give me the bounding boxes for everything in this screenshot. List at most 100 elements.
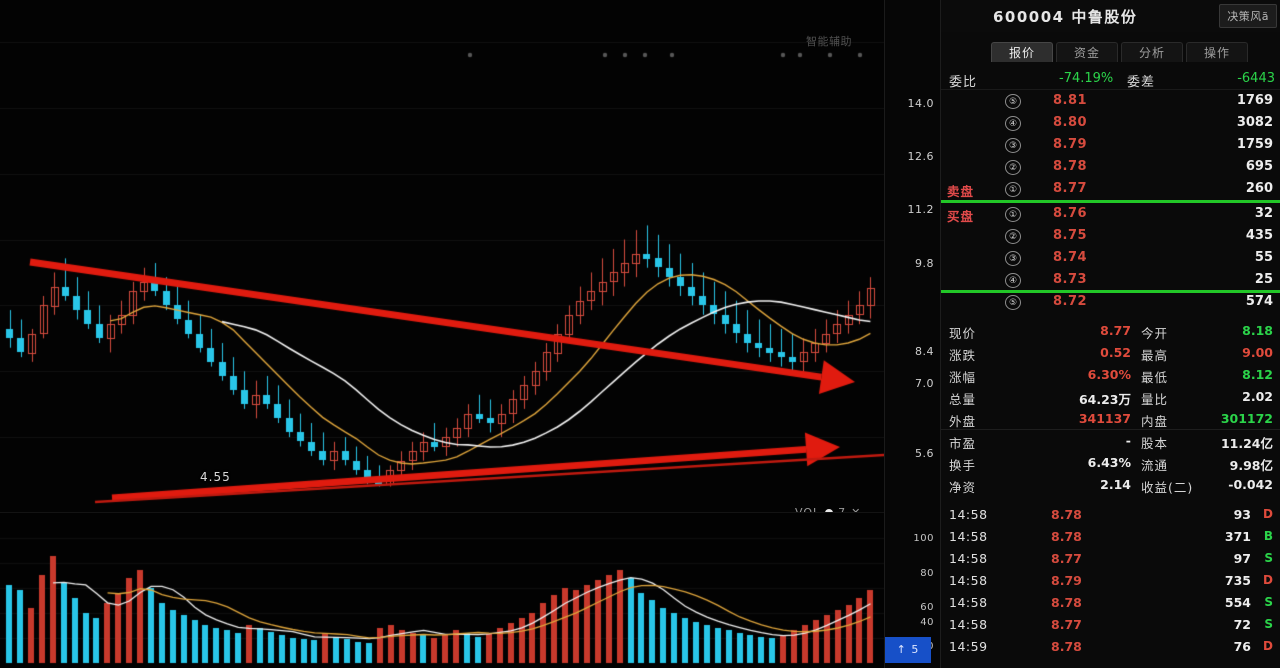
tick-volume: 554 [1224, 595, 1251, 610]
tab-0[interactable]: 报价 [991, 42, 1053, 62]
stat-right-value: -0.042 [1228, 477, 1273, 492]
tick-direction: B [1263, 529, 1273, 543]
price-axis-tick: 9.8 [915, 257, 934, 270]
volume-chart[interactable] [0, 512, 884, 668]
book-volume: 55 [1254, 250, 1273, 265]
stat-row-5: 市盈 - 股本 11.24亿 [941, 430, 1280, 452]
tick-time: 14:58 [949, 595, 988, 610]
smart-assist-label[interactable]: 智能辅助 [806, 35, 852, 48]
book-price: 8.76 [1053, 206, 1088, 221]
book-price: 8.79 [1053, 137, 1088, 152]
stat-left-value: - [1125, 433, 1131, 448]
stat-left-value: 6.43% [1087, 455, 1131, 470]
order-book-row-buy-2[interactable]: ② 8.75 435 [941, 225, 1280, 247]
book-level-icon: ⑤ [1005, 94, 1021, 109]
decision-tip-button[interactable]: 决策风ã [1219, 4, 1277, 28]
tick-volume: 93 [1233, 507, 1251, 522]
stat-right-value: 301172 [1220, 411, 1273, 426]
stat-row-7: 净资 2.14 收益(二) -0.042 [941, 474, 1280, 496]
order-book-row-buy-5[interactable]: ⑤ 8.72 574 [941, 291, 1280, 313]
book-price: 8.77 [1053, 181, 1088, 196]
ratio-diff-value: -6443 [1237, 71, 1275, 86]
stat-right-value: 9.00 [1242, 345, 1273, 360]
stat-right-label: 今开 [1141, 326, 1169, 341]
stat-left-value: 341137 [1078, 411, 1131, 426]
order-book-row-sell-4[interactable]: ② 8.78 695 [941, 156, 1280, 178]
order-book-row-sell-3[interactable]: ③ 8.79 1759 [941, 134, 1280, 156]
tick-row[interactable]: 14:58 8.78 93 D [941, 504, 1280, 526]
tick-price: 8.78 [1051, 595, 1082, 610]
tick-time: 14:58 [949, 617, 988, 632]
price-axis-tick: 12.6 [907, 150, 934, 163]
tick-row[interactable]: 14:58 8.77 97 S [941, 548, 1280, 570]
order-book-row-sell-1[interactable]: ⑤ 8.81 1769 [941, 90, 1280, 112]
ratio-diff-label: 委差 [1127, 75, 1156, 90]
tick-time: 14:59 [949, 639, 988, 654]
tick-row[interactable]: 14:58 8.78 554 S [941, 592, 1280, 614]
stat-left-value: 0.52 [1100, 345, 1131, 360]
order-book[interactable]: ⑤ 8.81 1769 ④ 8.80 3082 ③ 8.79 1759 ② 8.78 695 卖盘 ① 8.… [941, 90, 1280, 318]
price-axis-tick: 7.0 [915, 377, 934, 390]
book-level-icon: ④ [1005, 116, 1021, 131]
tick-direction: S [1264, 551, 1273, 565]
tick-row[interactable]: 14:58 8.77 72 S [941, 614, 1280, 636]
book-volume: 1759 [1236, 137, 1273, 152]
tick-volume: 97 [1233, 551, 1251, 566]
statistics-grid: 现价 8.77 今开 8.18 涨跌 0.52 最高 9.00 涨幅 6.30% 最低 8.12 总量 6… [941, 320, 1280, 502]
stat-left-label: 换手 [949, 458, 977, 473]
tick-volume: 72 [1233, 617, 1251, 632]
tick-volume: 76 [1233, 639, 1251, 654]
book-level-icon: ① [1005, 207, 1021, 222]
scroll-indicator[interactable]: ↑ 5 [885, 637, 931, 663]
bid-ask-divider [941, 200, 1280, 203]
bid-ask-divider [941, 290, 1280, 293]
tab-2[interactable]: 分析 [1121, 42, 1183, 62]
tab-1[interactable]: 资金 [1056, 42, 1118, 62]
tab-3[interactable]: 操作 [1186, 42, 1248, 62]
order-book-row-buy-3[interactable]: ③ 8.74 55 [941, 247, 1280, 269]
stat-right-label: 最低 [1141, 370, 1169, 385]
order-book-row-sell-2[interactable]: ④ 8.80 3082 [941, 112, 1280, 134]
book-volume: 260 [1245, 181, 1273, 196]
order-book-row-sell-5[interactable]: 卖盘 ① 8.77 260 [941, 178, 1280, 200]
trade-tick-list[interactable]: 14:58 8.78 93 D 14:58 8.78 371 B 14:58 8.77 97 S 14:… [941, 504, 1280, 668]
book-price: 8.73 [1053, 272, 1088, 287]
stat-row-3: 总量 64.23万 量比 2.02 [941, 386, 1280, 408]
book-volume: 3082 [1236, 115, 1273, 130]
stat-right-value: 8.18 [1242, 323, 1273, 338]
stat-left-label: 净资 [949, 480, 977, 495]
price-axis-tick: 11.2 [907, 203, 934, 216]
tick-direction: S [1264, 595, 1273, 609]
book-volume: 574 [1245, 294, 1273, 309]
tick-row[interactable]: 14:58 8.79 735 D [941, 570, 1280, 592]
price-chart[interactable]: 4.55 [0, 0, 884, 512]
tick-price: 8.77 [1051, 617, 1082, 632]
stat-right-label: 股本 [1141, 436, 1169, 451]
stat-row-0: 现价 8.77 今开 8.18 [941, 320, 1280, 342]
tick-direction: S [1264, 617, 1273, 631]
stat-right-value: 8.12 [1242, 367, 1273, 382]
book-price: 8.74 [1053, 250, 1088, 265]
tick-row[interactable]: 14:58 8.78 371 B [941, 526, 1280, 548]
order-book-row-buy-4[interactable]: ④ 8.73 25 [941, 269, 1280, 291]
chart-pane[interactable]: 4.55 智能辅助 VOL 7 ✕ [0, 0, 884, 668]
ratio-value: -74.19% [1059, 71, 1114, 86]
quote-panel-body: 600004 中鲁股份 决策风ã 报价 资金 分析 操作 委比 -74.19% 委差 … [941, 0, 1280, 668]
tick-row[interactable]: 14:59 8.78 76 D [941, 636, 1280, 658]
tick-price: 8.78 [1051, 507, 1082, 522]
stat-left-value: 6.30% [1087, 367, 1131, 382]
book-price: 8.78 [1053, 159, 1088, 174]
stat-right-label: 流通 [1141, 458, 1169, 473]
tick-time: 14:58 [949, 551, 988, 566]
book-level-icon: ③ [1005, 251, 1021, 266]
stat-left-label: 外盘 [949, 414, 977, 429]
quote-header: 600004 中鲁股份 决策风ã [941, 0, 1280, 32]
tick-volume: 371 [1224, 529, 1251, 544]
price-axis-tick: 8.4 [915, 345, 934, 358]
tick-price: 8.78 [1051, 639, 1082, 654]
stat-left-label: 涨跌 [949, 348, 977, 363]
quote-tabs[interactable]: 报价 资金 分析 操作 [991, 42, 1248, 62]
book-level-icon: ① [1005, 182, 1021, 197]
book-level-icon: ② [1005, 229, 1021, 244]
order-book-row-buy-1[interactable]: 买盘 ① 8.76 32 [941, 203, 1280, 225]
